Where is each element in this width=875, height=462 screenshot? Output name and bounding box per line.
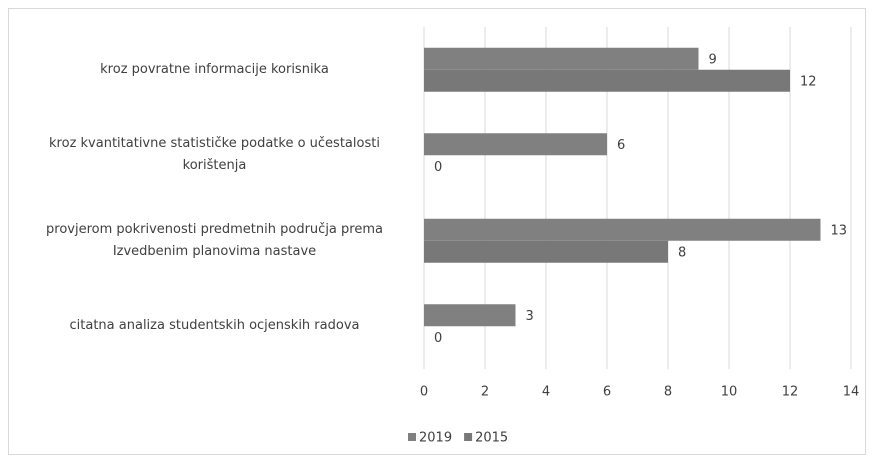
data-label: 9 — [709, 52, 717, 67]
x-tick-label: 12 — [782, 385, 799, 400]
bar — [424, 304, 516, 327]
bar — [424, 133, 607, 156]
x-tick-label: 0 — [420, 385, 428, 400]
y-tick-label: citatna analiza studentskih ocjenskih ra… — [69, 318, 360, 334]
x-tick-label: 6 — [603, 385, 611, 400]
data-label: 12 — [800, 74, 817, 89]
y-tick-label: kroz povratne informacije korisnika — [100, 61, 329, 77]
bar — [424, 218, 821, 241]
data-label: 0 — [434, 160, 442, 175]
legend-label: 2015 — [475, 431, 508, 446]
data-label: 0 — [434, 331, 442, 346]
x-tick-label: 8 — [664, 385, 672, 400]
bar — [424, 240, 668, 263]
legend-swatch — [408, 433, 416, 441]
bar — [424, 47, 699, 70]
y-tick-label: provjerom pokrivenosti predmetnih područ… — [46, 221, 383, 259]
x-tick-label: 2 — [481, 385, 489, 400]
y-tick-label: kroz kvantitativne statističke podatke o… — [49, 136, 380, 174]
bar — [424, 69, 790, 92]
data-label: 6 — [617, 138, 625, 153]
x-tick-label: 4 — [542, 385, 550, 400]
chart-border — [8, 8, 866, 455]
legend-label: 2019 — [419, 431, 452, 446]
data-label: 8 — [678, 245, 686, 260]
data-label: 3 — [526, 309, 534, 324]
x-tick-label: 14 — [843, 385, 860, 400]
data-label: 13 — [831, 223, 848, 238]
legend-swatch — [464, 433, 473, 441]
x-tick-label: 10 — [721, 385, 738, 400]
